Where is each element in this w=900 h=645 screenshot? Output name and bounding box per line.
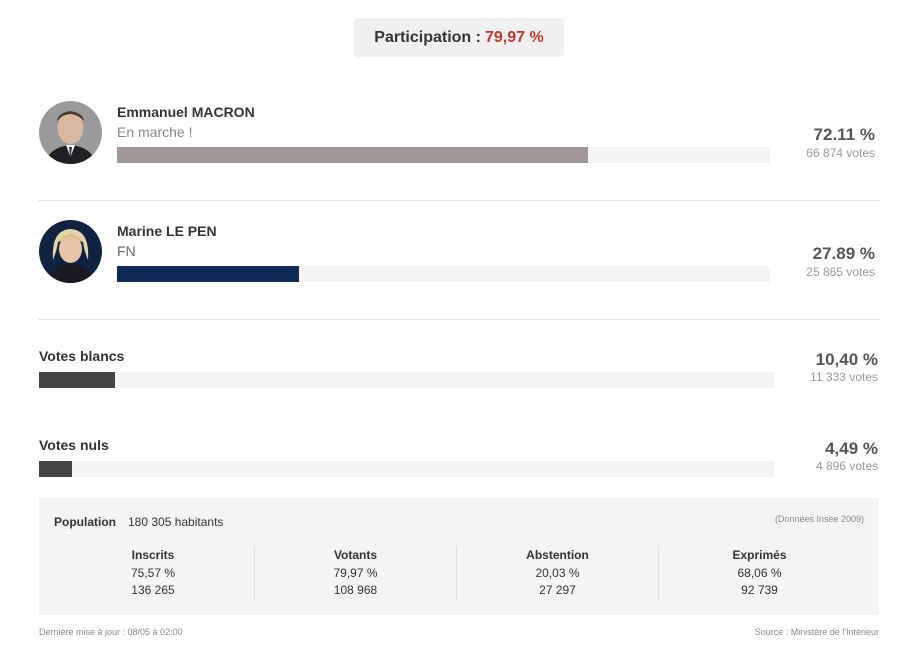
row-separator — [39, 319, 879, 320]
candidate-votes: 25 865 votes — [806, 265, 875, 279]
blank-votes-percent: 10,40 % — [815, 350, 878, 369]
stat-header: Inscrits — [131, 548, 175, 562]
vote-bar-track — [39, 372, 774, 388]
candidate-party: En marche ! — [117, 124, 193, 140]
vote-bar-fill — [117, 266, 299, 282]
candidate-votes: 66 874 votes — [806, 146, 875, 160]
candidate-party: FN — [117, 243, 136, 259]
candidate-percent: 27.89 % — [812, 244, 875, 263]
null-votes-count: 4 896 votes — [815, 459, 878, 473]
stat-count: 136 265 — [131, 583, 175, 597]
source-text: Source : Ministère de l'Intérieur — [754, 627, 879, 637]
stat-votants: Votants 79,97 % 108 968 — [254, 546, 456, 600]
candidate-percent: 72.11 % — [813, 125, 875, 144]
stat-abstention: Abstention 20,03 % 27 297 — [456, 546, 658, 600]
null-votes-row: Votes nuls 4,49 % 4 896 votes — [39, 437, 879, 477]
row-separator — [39, 200, 879, 201]
stat-count: 27 297 — [539, 583, 576, 597]
participation-label: Participation : — [374, 28, 481, 46]
avatar-lepen — [39, 220, 102, 283]
vote-bar-fill — [39, 461, 72, 477]
stat-percent: 20,03 % — [535, 566, 580, 580]
last-update-text: Dernière mise à jour : 08/05 à 02:00 — [39, 627, 183, 637]
stat-percent: 68,06 % — [737, 566, 782, 580]
avatar-macron — [39, 101, 102, 164]
blank-votes-row: Votes blancs 10,40 % 11 333 votes — [39, 348, 879, 388]
stat-header: Abstention — [526, 548, 589, 562]
vote-bar-fill — [117, 147, 588, 163]
candidate-row-macron: Emmanuel MACRON En marche ! 72.11 % 66 8… — [39, 101, 879, 201]
participation-value: 79,97 % — [484, 28, 544, 46]
stat-count: 108 968 — [333, 583, 378, 597]
stat-inscrits: Inscrits 75,57 % 136 265 — [52, 546, 254, 600]
stat-header: Exprimés — [732, 548, 787, 562]
candidate-name: Emmanuel MACRON — [117, 104, 255, 120]
participation-badge: Participation : 79,97 % — [354, 18, 564, 57]
vote-bar-fill — [39, 372, 115, 388]
insee-note: (Données Insee 2009) — [774, 514, 864, 524]
candidate-row-lepen: Marine LE PEN FN 27.89 % 25 865 votes — [39, 220, 879, 320]
stat-count: 92 739 — [741, 583, 778, 597]
population-label: Population — [54, 515, 116, 529]
stat-exprimes: Exprimés 68,06 % 92 739 — [658, 546, 860, 600]
population-value: 180 305 habitants — [128, 515, 224, 529]
stat-header: Votants — [333, 548, 378, 562]
vote-bar-track — [117, 147, 770, 163]
vote-bar-track — [39, 461, 774, 477]
blank-votes-label: Votes blancs — [39, 348, 125, 364]
candidate-name: Marine LE PEN — [117, 223, 217, 239]
stat-percent: 75,57 % — [130, 566, 176, 580]
stat-percent: 79,97 % — [333, 566, 378, 580]
vote-bar-track — [117, 266, 770, 282]
null-votes-label: Votes nuls — [39, 437, 109, 453]
stats-panel: Population 180 305 habitants (Données In… — [39, 498, 879, 615]
blank-votes-count: 11 333 votes — [810, 370, 878, 384]
null-votes-percent: 4,49 % — [825, 439, 878, 458]
